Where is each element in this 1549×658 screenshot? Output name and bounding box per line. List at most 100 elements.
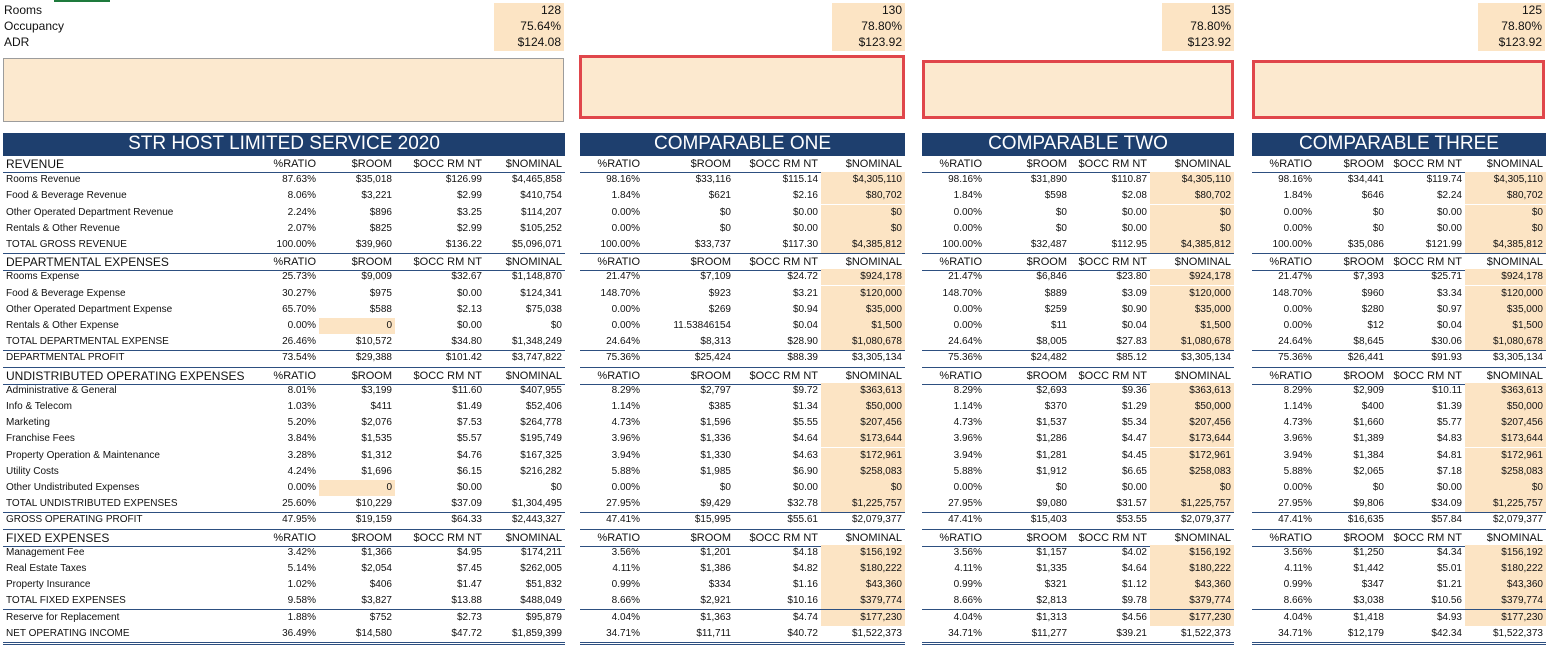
nominal-cell[interactable]: $NOMINAL: [1174, 256, 1231, 269]
value-cell[interactable]: $1,363: [700, 611, 731, 623]
nominal-cell[interactable]: $50,000: [1150, 399, 1234, 415]
value-cell[interactable]: $112.95: [1111, 239, 1147, 250]
value-cell[interactable]: $11: [1051, 320, 1067, 331]
value-cell[interactable]: %RATIO: [939, 531, 982, 544]
value-cell[interactable]: 5.88%: [1283, 465, 1312, 477]
nominal-cell[interactable]: $1,500: [1150, 318, 1234, 334]
value-cell[interactable]: $825: [369, 222, 392, 234]
value-cell[interactable]: $32,487: [1030, 239, 1067, 250]
value-cell[interactable]: 4.11%: [1284, 563, 1312, 574]
value-cell[interactable]: $19,159: [355, 514, 392, 526]
value-cell[interactable]: $30.06: [1431, 336, 1462, 348]
summary-value[interactable]: 75.64%: [494, 19, 564, 35]
value-cell[interactable]: $3.21: [792, 287, 818, 299]
nominal-cell[interactable]: $258,083: [1150, 463, 1234, 480]
value-cell[interactable]: $4.93: [1436, 611, 1462, 623]
value-cell[interactable]: $33,116: [695, 174, 731, 186]
value-cell[interactable]: $OCC RM NT: [413, 158, 482, 170]
nominal-cell[interactable]: $1,080,678: [1465, 334, 1546, 351]
value-cell[interactable]: $0: [1372, 482, 1384, 493]
value-cell[interactable]: $10,572: [355, 336, 392, 348]
value-cell[interactable]: $0.97: [1436, 303, 1462, 315]
value-cell[interactable]: $7.53: [456, 417, 482, 429]
value-cell[interactable]: $33,737: [694, 239, 731, 250]
summary-value[interactable]: $123.92: [1162, 35, 1234, 51]
value-cell[interactable]: 98.16%: [948, 174, 982, 186]
value-cell[interactable]: $4.74: [792, 611, 818, 623]
value-cell[interactable]: $1.34: [792, 401, 818, 412]
nominal-cell[interactable]: $258,083: [821, 463, 905, 480]
value-cell[interactable]: 0.00%: [611, 482, 640, 493]
value-cell[interactable]: $2.08: [1121, 190, 1147, 202]
value-cell[interactable]: 0.00%: [953, 482, 982, 493]
value-cell[interactable]: $9.78: [1121, 595, 1147, 607]
value-cell[interactable]: $6,846: [1036, 271, 1067, 283]
value-cell[interactable]: $1,389: [1353, 433, 1384, 445]
nominal-cell[interactable]: $177,230: [1150, 609, 1234, 626]
value-cell[interactable]: $6.90: [792, 465, 818, 477]
value-cell[interactable]: $2,813: [1036, 595, 1067, 607]
value-cell[interactable]: 21.47%: [606, 271, 640, 283]
nominal-cell[interactable]: $NOMINAL: [1486, 158, 1543, 170]
nominal-cell[interactable]: $NOMINAL: [505, 369, 562, 382]
value-cell[interactable]: $1,537: [1036, 417, 1067, 429]
nominal-cell[interactable]: $NOMINAL: [1486, 256, 1543, 269]
value-cell[interactable]: %RATIO: [939, 158, 982, 170]
nominal-cell[interactable]: $2,079,377: [1180, 514, 1231, 526]
nominal-cell[interactable]: $0: [1150, 204, 1234, 221]
value-cell[interactable]: 8.66%: [611, 595, 640, 607]
value-cell[interactable]: $136.22: [445, 239, 482, 250]
value-cell[interactable]: $OCC RM NT: [1393, 256, 1462, 269]
value-cell[interactable]: 0.00%: [611, 222, 640, 234]
value-cell[interactable]: $1.12: [1121, 579, 1147, 591]
value-cell[interactable]: $OCC RM NT: [413, 256, 482, 269]
value-cell[interactable]: $3.34: [1436, 287, 1462, 299]
value-cell[interactable]: 75.36%: [606, 352, 640, 364]
value-cell[interactable]: $4.81: [1436, 449, 1462, 461]
nominal-cell[interactable]: $3,305,134: [1180, 352, 1231, 364]
value-cell[interactable]: 8.29%: [1283, 384, 1312, 396]
value-cell[interactable]: 4.04%: [953, 611, 982, 623]
value-cell[interactable]: 0.00%: [953, 303, 982, 315]
notes-box-comparable-two[interactable]: [922, 60, 1234, 119]
value-cell[interactable]: $646: [1361, 190, 1384, 202]
value-cell[interactable]: $0: [1055, 222, 1067, 234]
value-cell[interactable]: 100.00%: [942, 239, 982, 250]
value-cell[interactable]: $ROOM: [351, 158, 392, 170]
value-cell[interactable]: $26,441: [1347, 352, 1384, 364]
nominal-cell[interactable]: $173,644: [821, 431, 905, 448]
summary-value[interactable]: 78.80%: [832, 19, 905, 35]
nominal-cell[interactable]: $0: [821, 480, 905, 496]
notes-box-host[interactable]: [3, 58, 564, 122]
nominal-cell[interactable]: $0: [1150, 480, 1234, 496]
value-cell[interactable]: 98.16%: [1278, 174, 1312, 186]
value-cell[interactable]: $29,388: [355, 352, 392, 364]
value-cell[interactable]: $14,580: [355, 627, 392, 639]
nominal-cell[interactable]: $0: [821, 220, 905, 237]
value-cell[interactable]: 87.63%: [282, 174, 316, 186]
nominal-cell[interactable]: $0: [550, 482, 562, 493]
value-cell[interactable]: $ROOM: [690, 158, 731, 170]
value-cell[interactable]: $2,076: [361, 417, 392, 429]
nominal-cell[interactable]: $120,000: [821, 285, 905, 302]
value-cell[interactable]: $0.04: [1436, 320, 1462, 331]
value-cell[interactable]: $4.83: [1436, 433, 1462, 445]
value-cell[interactable]: 0: [319, 318, 395, 334]
value-cell[interactable]: $117.30: [782, 239, 818, 250]
value-cell[interactable]: $1,312: [361, 449, 392, 461]
value-cell[interactable]: $896: [369, 206, 392, 218]
nominal-cell[interactable]: $177,230: [1465, 609, 1546, 626]
value-cell[interactable]: $0.00: [456, 482, 482, 493]
nominal-cell[interactable]: $4,465,858: [511, 174, 562, 186]
summary-value[interactable]: $123.92: [1478, 35, 1545, 51]
value-cell[interactable]: $0.00: [456, 320, 482, 331]
value-cell[interactable]: $85.12: [1116, 352, 1147, 364]
value-cell[interactable]: 148.70%: [600, 287, 640, 299]
value-cell[interactable]: $OCC RM NT: [1393, 158, 1462, 170]
value-cell[interactable]: 3.96%: [1283, 433, 1312, 445]
value-cell[interactable]: $25,424: [694, 352, 731, 364]
value-cell[interactable]: 0.00%: [611, 320, 640, 331]
value-cell[interactable]: 2.07%: [287, 222, 316, 234]
value-cell[interactable]: $64.33: [451, 514, 482, 526]
value-cell[interactable]: $4.45: [1121, 449, 1147, 461]
